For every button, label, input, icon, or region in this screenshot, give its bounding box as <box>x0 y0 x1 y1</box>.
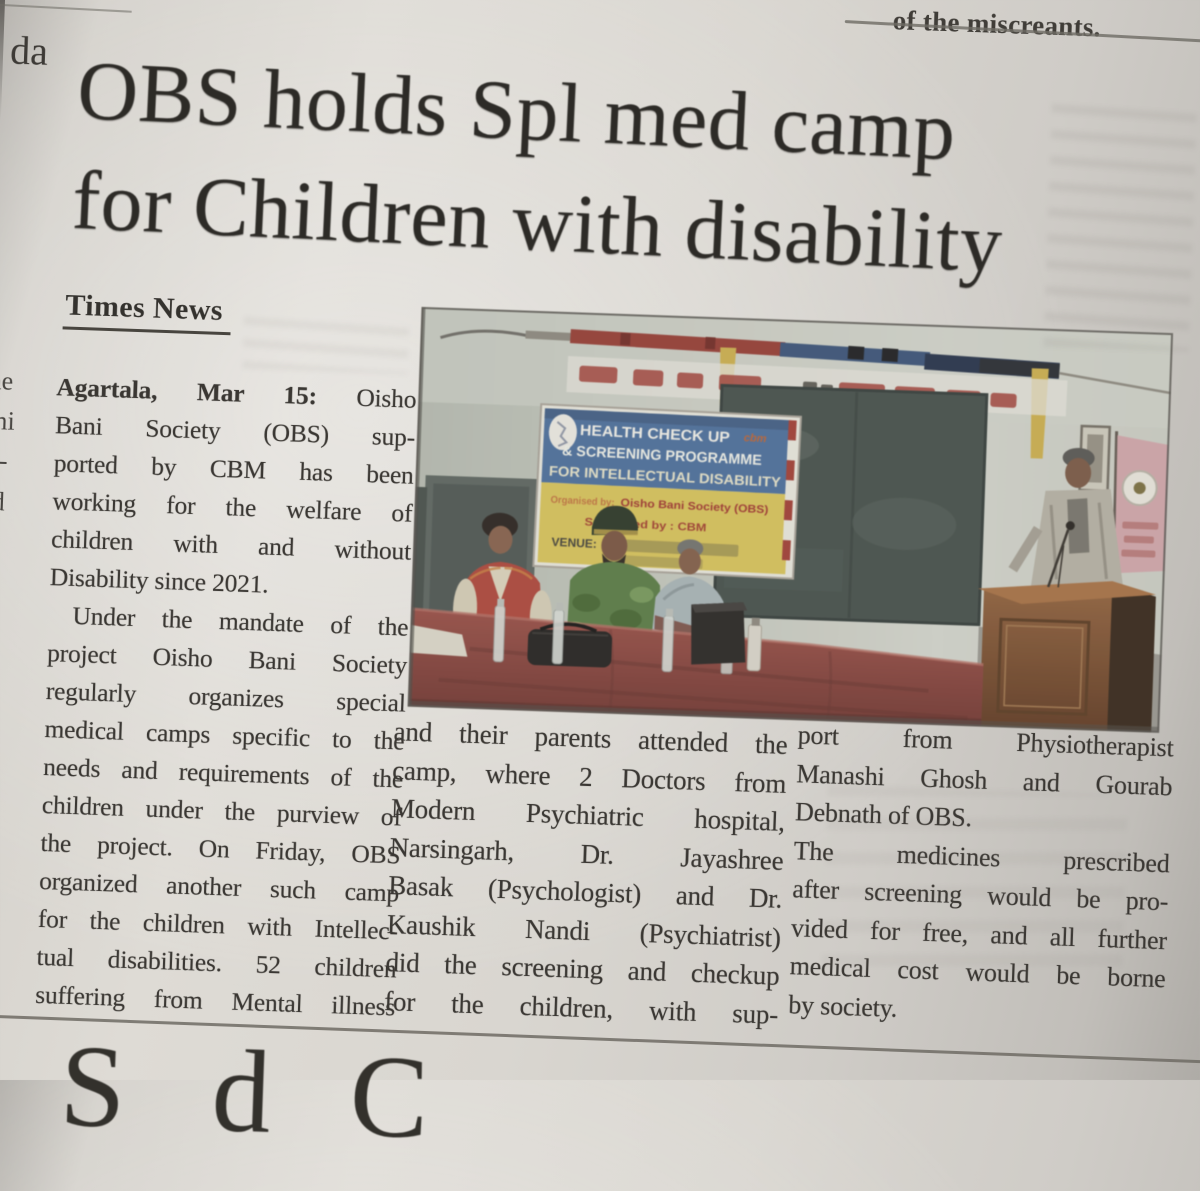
photo-scene: HEALTH CHECK UP cbm & SCREENING PROGRAMM… <box>407 306 1174 733</box>
right-column: port from Physiotherapist Manashi Ghosh … <box>788 716 1175 1037</box>
top-left-rule <box>0 3 132 13</box>
article-headline: OBS holds Spl med camp for Children with… <box>70 36 1200 310</box>
middle-column: and their parents attended the camp, whe… <box>384 712 789 1034</box>
fragment-next-headline: C <box>347 1029 431 1164</box>
news-photo: HEALTH CHECK UP cbm & SCREENING PROGRAMM… <box>407 306 1174 733</box>
left-column: Agartala, Mar 15: Oisho Bani Society (OB… <box>35 368 417 1026</box>
bleed-through-smudge <box>242 308 410 375</box>
byline: Times News <box>62 288 232 336</box>
fragment-left-edge: h- <box>0 445 9 476</box>
article-line-rest: Oisho <box>316 381 417 414</box>
fragment-left-edge: mi <box>0 405 16 436</box>
dateline: Agartala, Mar 15: <box>56 372 318 411</box>
fragment-left-edge: ld <box>0 486 6 517</box>
fragment-top-left: da <box>9 27 49 74</box>
page-edge-shadow <box>0 0 6 122</box>
print-veil <box>407 306 1174 733</box>
fragment-next-headline: S <box>57 1019 129 1154</box>
fragment-left-edge: he <box>0 365 14 396</box>
fragment-next-headline: d <box>209 1025 274 1159</box>
